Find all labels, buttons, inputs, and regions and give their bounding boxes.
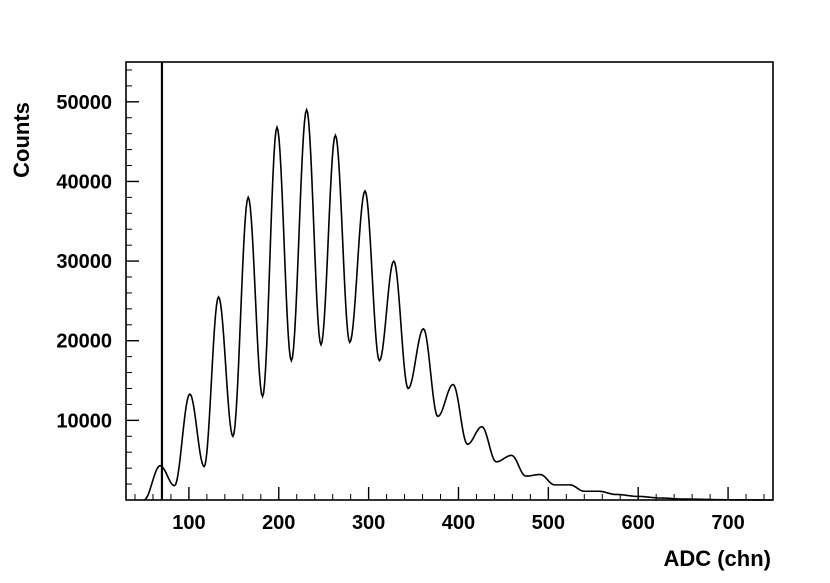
spectrum-line (143, 107, 773, 501)
x-tick-label: 100 (172, 512, 205, 534)
y-tick-label: 40000 (56, 171, 112, 193)
plot-frame (125, 61, 774, 501)
x-tick-label: 400 (442, 512, 475, 534)
y-tick-label: 30000 (56, 251, 112, 273)
y-tick-label: 20000 (56, 331, 112, 353)
x-axis-title: ADC (chn) (663, 546, 771, 571)
x-tick-label: 200 (262, 512, 295, 534)
x-tick-label: 600 (622, 512, 655, 534)
y-axis-ticks: 10000 20000 30000 40000 50000 (56, 69, 139, 485)
x-tick-label: 300 (352, 512, 385, 534)
y-axis-title: Counts (9, 102, 34, 178)
y-tick-label: 50000 (56, 92, 112, 114)
x-axis-ticks: 100 200 300 400 500 600 700 (134, 487, 765, 534)
y-tick-label: 10000 (56, 410, 112, 432)
x-tick-label: 500 (532, 512, 565, 534)
x-tick-label: 700 (711, 512, 744, 534)
